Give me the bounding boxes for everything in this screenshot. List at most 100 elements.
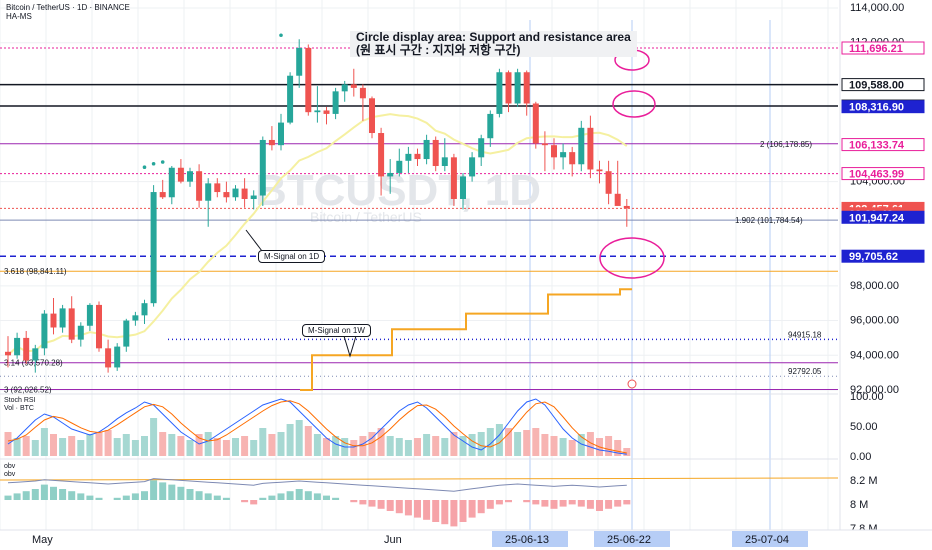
volume-bar [523, 430, 531, 456]
obv-bar [423, 500, 431, 520]
price-label-text: 109,588.00 [849, 80, 904, 92]
price-label-box [841, 41, 925, 55]
volume-bar [131, 440, 139, 456]
volume-bar [541, 434, 549, 456]
obv-bar [68, 491, 76, 500]
volume-bar [550, 436, 558, 456]
volume-bar [505, 428, 512, 456]
price-axis-bg [840, 0, 932, 550]
time-axis-bg [0, 530, 932, 550]
obv-bar [195, 491, 203, 500]
price-label-text: 99,705.62 [849, 251, 898, 263]
volume-bar [86, 434, 94, 456]
signal-dot [151, 161, 156, 166]
price-label-box [841, 138, 925, 152]
stoch-title: Stoch RSI [4, 397, 36, 404]
candle-body [305, 47, 312, 113]
candle-body [214, 183, 221, 193]
candle-body [505, 72, 512, 104]
volume-bar [304, 426, 312, 456]
price-label-box [841, 167, 925, 181]
volume-bar [104, 430, 112, 456]
stoch-k-line [7, 398, 627, 455]
obv-bar [596, 500, 603, 511]
callout-pointer-1w [343, 335, 357, 358]
candle-body [378, 133, 385, 177]
signal-dot [160, 160, 165, 164]
candle-body [323, 110, 330, 114]
obv-bar [259, 497, 267, 500]
volume-bar [605, 436, 613, 456]
candle-body [560, 152, 567, 158]
volume-bar [268, 434, 276, 456]
candle-body [41, 313, 48, 349]
volume-bar [495, 424, 503, 456]
volume-bar [68, 436, 76, 456]
volume-bar [559, 438, 567, 456]
obv-bar [550, 500, 558, 509]
volume-bar [122, 434, 130, 456]
volume-bar [332, 436, 340, 456]
price-label-box [841, 210, 925, 224]
candle-body [77, 325, 84, 340]
candle-body [551, 145, 557, 158]
volume-bar [40, 428, 48, 456]
volume-bar [623, 448, 631, 456]
volume-bar [186, 440, 194, 456]
candle-body [105, 348, 112, 368]
obv-bar [59, 489, 67, 500]
candle-body [569, 152, 576, 165]
obv-bar [222, 497, 230, 500]
msignal-1d-line [7, 113, 628, 356]
candle-body [496, 72, 503, 114]
candle-body [177, 167, 184, 182]
candle-body [141, 303, 148, 316]
obv-bar [304, 491, 312, 500]
obv-signal-line [0, 477, 839, 481]
obv-bar [559, 500, 567, 507]
volume-bar [95, 432, 103, 456]
volume-bar [377, 428, 385, 456]
candle-body [414, 153, 421, 160]
candle-body [350, 84, 357, 88]
candle-body [478, 138, 485, 158]
obv-bar [523, 500, 531, 503]
candle-body [469, 157, 476, 177]
volume-bar [50, 434, 57, 456]
volume-bar [232, 438, 239, 456]
candle-body [150, 192, 157, 304]
volume-bar [141, 436, 148, 456]
candle-body [341, 84, 348, 92]
price-label-text: 106,133.74 [849, 140, 905, 152]
obv-bar [22, 491, 30, 500]
obv-bar [323, 495, 330, 500]
obv-bar [168, 484, 176, 500]
price-label-text: 104,463.99 [849, 169, 904, 181]
obv-bar [350, 500, 358, 503]
fib-label: 1.902 (101,784.54) [735, 216, 803, 225]
volume-bar [277, 432, 285, 456]
volume-bar [195, 434, 203, 456]
stoch-y-tick: 50.00 [850, 421, 878, 433]
candle-body [359, 87, 366, 99]
price-label-box [841, 100, 925, 114]
event-marker [627, 379, 637, 389]
signal-dot [142, 165, 147, 170]
obv-bar [241, 500, 249, 503]
obv-bar [141, 491, 148, 500]
obv-bar [532, 500, 540, 505]
obv-bar [204, 493, 212, 500]
volume-bar [459, 436, 467, 456]
date-badge-text: 25-06-22 [607, 534, 651, 546]
volume-bar [204, 432, 212, 456]
candle-body [423, 139, 430, 160]
volume-bar [250, 440, 258, 456]
x-axis-label: May [32, 534, 53, 546]
volume-bar [313, 434, 321, 456]
level-label: 94915.18 [788, 330, 822, 339]
volume-bar [423, 434, 431, 456]
candle-body [396, 160, 403, 173]
obv-bar [368, 500, 376, 507]
obv-bar [395, 500, 403, 514]
